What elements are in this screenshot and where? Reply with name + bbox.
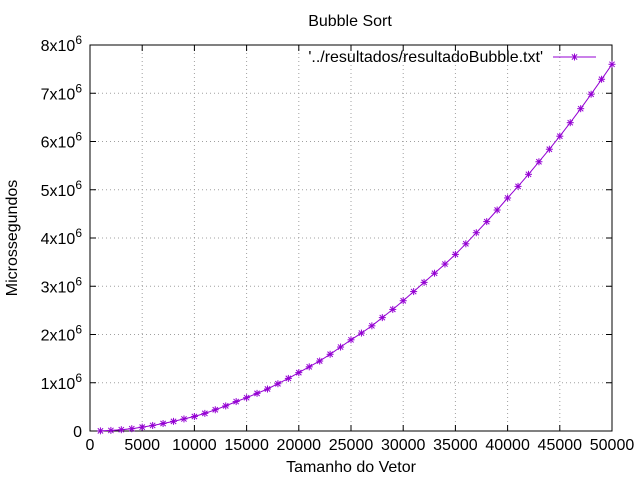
data-point	[107, 426, 115, 434]
data-point	[389, 305, 397, 313]
y-tick-label: 8x106	[41, 33, 83, 55]
data-point	[472, 229, 480, 237]
data-point	[462, 240, 470, 248]
data-point	[598, 75, 606, 83]
data-point	[504, 194, 512, 202]
y-tick-label: 0	[73, 424, 82, 441]
x-tick-label: 50000	[590, 437, 635, 454]
data-point	[357, 329, 365, 337]
data-point	[441, 260, 449, 268]
data-point	[535, 158, 543, 166]
data-point	[117, 426, 125, 434]
data-point	[556, 132, 564, 140]
x-tick-label: 5000	[124, 437, 160, 454]
series-line	[100, 64, 613, 432]
data-point	[96, 427, 104, 435]
x-axis-label: Tamanho do Vetor	[286, 459, 417, 476]
y-tick-label: 5x106	[41, 178, 83, 200]
data-point	[138, 423, 146, 431]
series-markers	[96, 60, 616, 435]
data-point	[284, 374, 292, 382]
plot-frame	[89, 44, 613, 432]
data-point	[577, 105, 585, 113]
data-point	[274, 380, 282, 388]
x-tick-label: 10000	[172, 437, 217, 454]
y-tick-labels: 0 1x106 2x106 3x106 4x106 5x106 6x106 7x106 8x10…	[41, 33, 83, 441]
data-point	[190, 413, 198, 421]
y-tick-label: 4x106	[41, 226, 83, 248]
y-tick-label: 2x106	[41, 323, 83, 345]
legend-marker	[571, 53, 578, 61]
data-point	[128, 425, 136, 433]
data-point	[253, 389, 261, 397]
data-point	[222, 402, 230, 410]
y-tick-label: 1x106	[41, 371, 83, 393]
data-point	[316, 357, 324, 365]
data-point	[337, 343, 345, 351]
data-point	[295, 369, 303, 377]
data-point	[378, 314, 386, 322]
x-tick-label: 15000	[224, 437, 269, 454]
data-point	[410, 288, 418, 296]
chart-title: Bubble Sort	[308, 13, 392, 30]
y-axis-label: Microssegundos	[4, 180, 21, 297]
data-point	[170, 417, 178, 425]
data-point	[545, 145, 553, 153]
data-point	[326, 350, 334, 358]
x-tick-label: 20000	[277, 437, 322, 454]
data-point	[263, 385, 271, 393]
data-point	[243, 394, 251, 402]
data-point	[566, 119, 574, 127]
data-point	[211, 406, 219, 414]
y-tick-label: 7x106	[41, 81, 83, 103]
data-point	[493, 206, 501, 214]
x-tick-label: 0	[86, 437, 95, 454]
data-point	[608, 60, 616, 68]
data-point	[149, 421, 157, 429]
data-point	[201, 409, 209, 417]
data-point	[399, 297, 407, 305]
data-point	[305, 363, 313, 371]
data-point	[180, 415, 188, 423]
data-point	[368, 322, 376, 330]
y-tick-label: 3x106	[41, 274, 83, 296]
data-point	[431, 269, 439, 277]
legend-entry: '../resultados/resultadoBubble.txt'	[308, 49, 543, 66]
x-tick-label: 35000	[433, 437, 478, 454]
x-tick-label: 45000	[538, 437, 583, 454]
y-tick-label: 6x106	[41, 130, 83, 152]
series-path	[100, 64, 613, 432]
legend-marker-glyph	[571, 53, 578, 61]
x-tick-label: 25000	[329, 437, 374, 454]
data-point	[159, 420, 167, 428]
grid	[90, 45, 612, 431]
data-point	[347, 336, 355, 344]
data-point	[451, 250, 459, 258]
data-point	[587, 90, 595, 98]
data-point	[514, 182, 522, 190]
x-tick-labels: 0 5000 10000 15000 20000 25000 30000 35000 40000…	[86, 437, 635, 454]
legend: '../resultados/resultadoBubble.txt'	[308, 49, 596, 66]
data-point	[420, 278, 428, 286]
x-tick-label: 30000	[381, 437, 426, 454]
data-point	[524, 170, 532, 178]
data-point	[232, 398, 240, 406]
x-tick-label: 40000	[485, 437, 530, 454]
data-point	[483, 218, 491, 226]
